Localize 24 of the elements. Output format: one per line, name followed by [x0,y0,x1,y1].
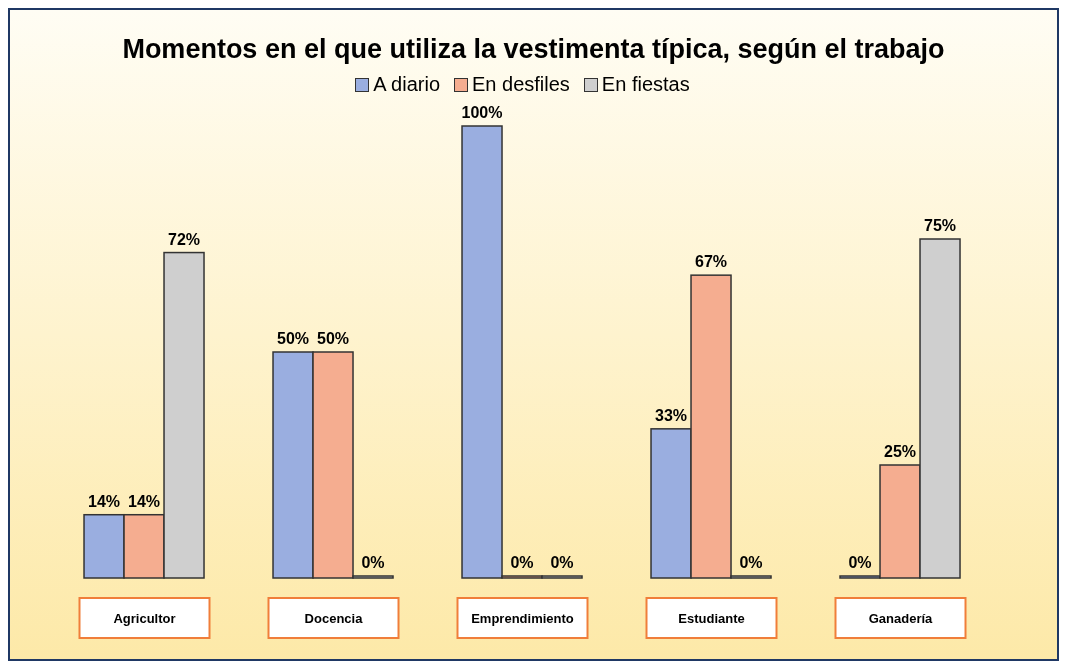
data-label: 50% [317,330,350,347]
data-label: 25% [884,443,917,460]
x-tick-label: Ganadería [868,611,934,626]
legend-label: A diario [373,73,441,96]
x-tick-label: Emprendimiento [471,611,574,626]
x-tick-label: Estudiante [678,611,745,626]
data-label: 0% [361,554,385,571]
data-label: 50% [277,330,310,347]
data-label: 33% [655,406,688,424]
x-tick-label: Agricultor [113,611,176,626]
data-label: 100% [461,104,503,121]
data-label: 0% [550,554,574,571]
data-label: 72% [168,230,201,248]
data-label: 67% [695,253,728,271]
data-label: 14% [88,492,121,510]
data-label: 0% [739,554,763,571]
x-tick-label: Docencia [304,611,364,626]
legend-label: En fiestas [601,73,690,96]
legend-label: En desfiles [472,73,570,96]
data-label: 0% [510,554,534,571]
data-label: 14% [128,492,161,510]
chart-title: Momentos en el que utiliza la vestimenta típica, según el trabajo [121,34,946,65]
data-label: 0% [848,554,872,571]
data-label: 75% [924,217,957,234]
